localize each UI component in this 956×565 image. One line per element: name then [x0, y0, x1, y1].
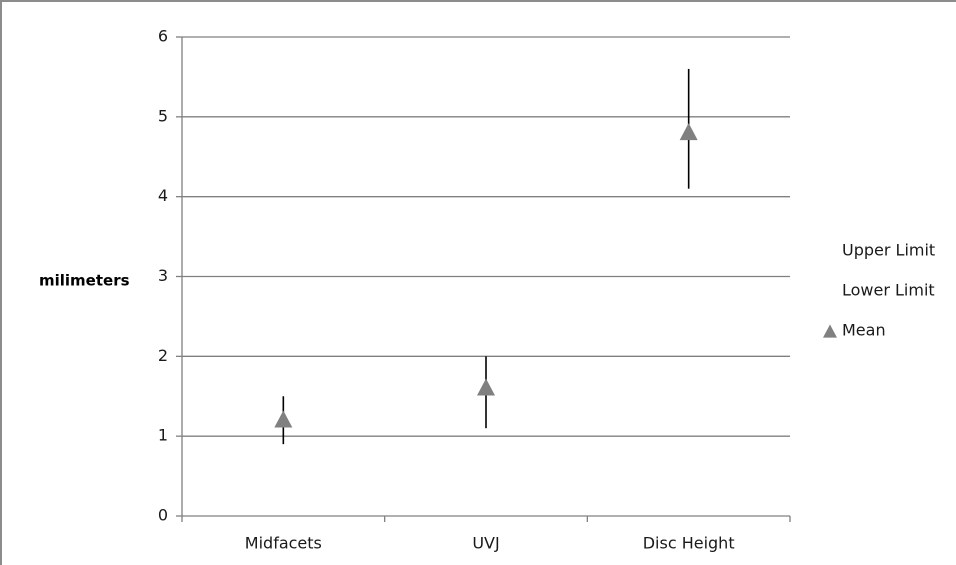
y-axis-title: milimeters [39, 272, 130, 290]
gridlines [182, 36, 790, 437]
y-tick-label: 5 [158, 106, 168, 125]
x-tick-label: UVJ [472, 534, 499, 553]
y-tick-label: 6 [158, 27, 168, 46]
y-tick-label: 2 [158, 346, 168, 365]
legend: Upper Limit Lower Limit Mean [823, 241, 935, 340]
axes [176, 36, 791, 522]
legend-label-mean: Mean [842, 321, 886, 340]
tick-labels: 0 1 2 3 4 5 6 Midfacets UVJ Disc Height [158, 27, 735, 553]
x-tick-label: Midfacets [245, 534, 322, 553]
x-tick-label: Disc Height [643, 534, 735, 553]
mean-marker [274, 410, 293, 428]
y-tick-label: 4 [158, 186, 168, 205]
y-tick-label: 1 [158, 426, 168, 445]
legend-label-upper-limit: Upper Limit [842, 241, 935, 260]
mean-markers [274, 123, 698, 428]
y-tick-label: 0 [158, 506, 168, 525]
legend-marker-mean [823, 324, 837, 338]
legend-label-lower-limit: Lower Limit [842, 281, 935, 300]
mean-marker [477, 378, 495, 396]
y-tick-label: 3 [158, 266, 168, 285]
mean-marker [679, 123, 698, 141]
